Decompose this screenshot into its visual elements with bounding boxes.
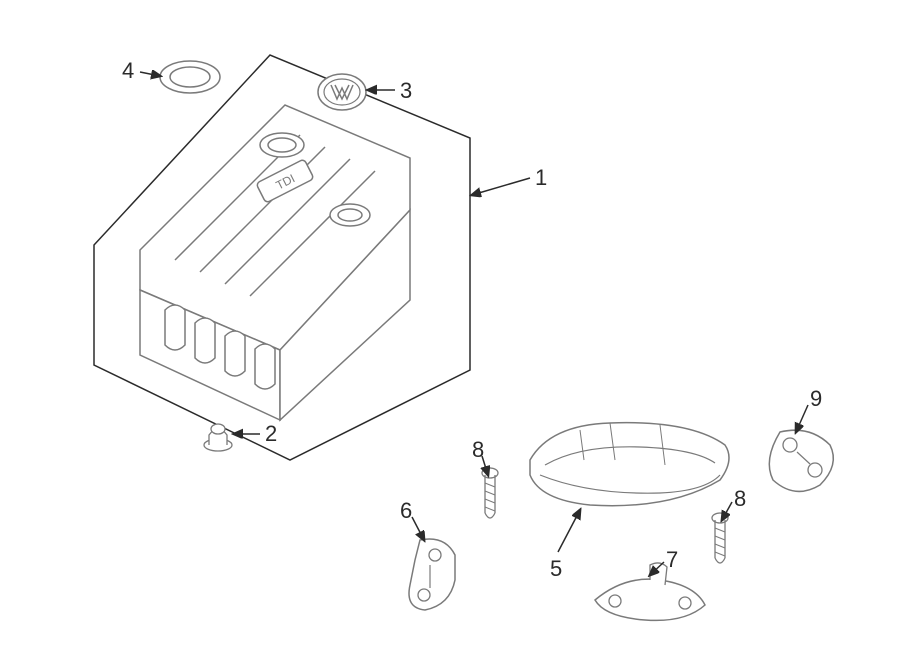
callout-6: 6	[400, 498, 412, 524]
callout-2: 2	[265, 421, 277, 447]
callout-9: 9	[810, 386, 822, 412]
callout-8a: 8	[472, 437, 484, 463]
callout-8b: 8	[734, 486, 746, 512]
callout-1: 1	[535, 165, 547, 191]
callout-5: 5	[550, 556, 562, 582]
callout-4: 4	[122, 58, 134, 84]
callout-arrows	[0, 0, 900, 661]
callout-7: 7	[666, 547, 678, 573]
parts-diagram-stage: TDI	[0, 0, 900, 661]
callout-3: 3	[400, 78, 412, 104]
